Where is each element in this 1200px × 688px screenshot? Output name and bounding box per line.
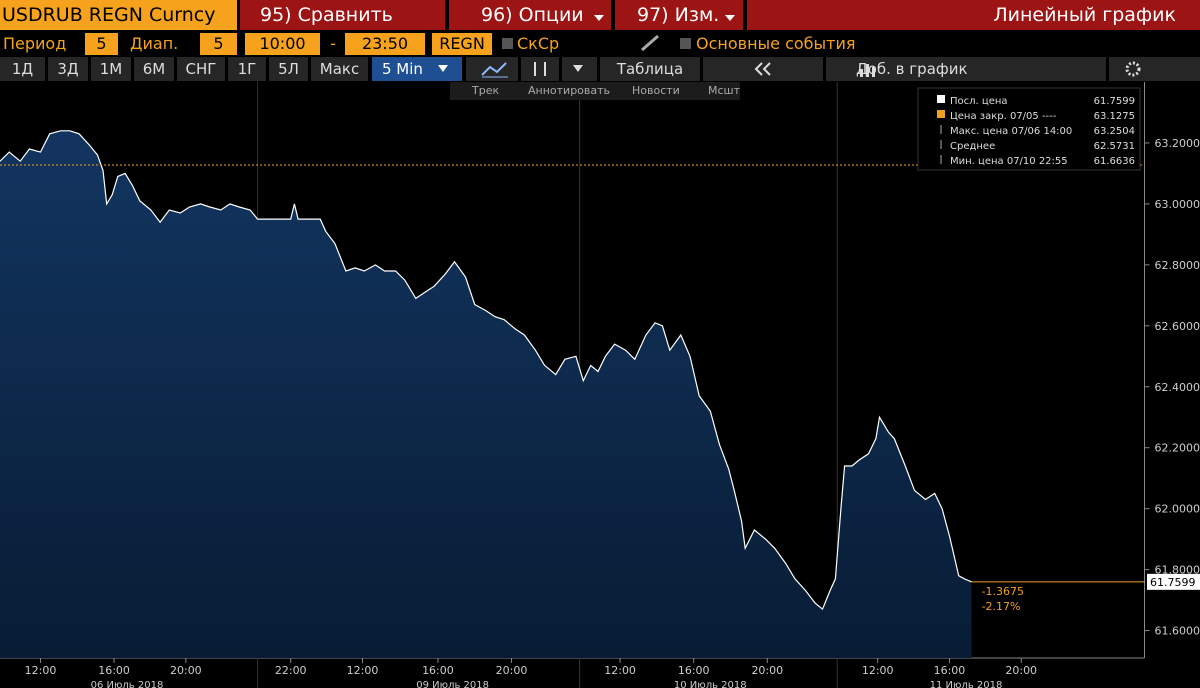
x-tick-label: 12:00 bbox=[604, 664, 636, 677]
y-tick-label: 62.4000 bbox=[1155, 381, 1200, 394]
x-tick-label: 16:00 bbox=[934, 664, 966, 677]
table-button[interactable]: Таблица bbox=[600, 57, 700, 81]
chart-tools bbox=[450, 82, 740, 100]
chevron bbox=[762, 62, 771, 76]
change-pct-label: -2.17% bbox=[982, 600, 1021, 613]
y-tick-label: 61.6000 bbox=[1155, 625, 1200, 638]
dash: - bbox=[326, 33, 340, 55]
period-label: Период bbox=[3, 34, 67, 53]
legend-swatch bbox=[937, 95, 945, 103]
last-price-label: 61.7599 bbox=[1150, 576, 1196, 589]
x-tick-label: 20:00 bbox=[1005, 664, 1037, 677]
x-tick-label: 16:00 bbox=[678, 664, 710, 677]
legend-value: 63.2504 bbox=[1094, 126, 1135, 137]
gear-icon bbox=[1125, 61, 1141, 77]
legend-name: Посл. цена bbox=[950, 96, 1008, 107]
legend-value: 61.7599 bbox=[1094, 96, 1135, 107]
toolbar-glyphs bbox=[438, 61, 1141, 78]
menu-edit[interactable]: 97) Изм. bbox=[615, 0, 743, 30]
range-button[interactable]: 1М bbox=[91, 57, 131, 81]
menu-options[interactable]: 96) Опции bbox=[449, 0, 611, 30]
checkbox[interactable] bbox=[502, 38, 513, 49]
x-tick-label: 20:00 bbox=[751, 664, 783, 677]
chart-add-icon bbox=[860, 69, 863, 77]
x-tick-label: 22:00 bbox=[275, 664, 307, 677]
y-tick-label: 63.2000 bbox=[1155, 137, 1200, 150]
settings-button[interactable] bbox=[1109, 57, 1200, 81]
date-label: 10 Июль 2018 bbox=[674, 680, 747, 688]
range-button[interactable]: 6М bbox=[134, 57, 174, 81]
legend-name: Среднее bbox=[950, 141, 995, 152]
range-input[interactable]: 5 bbox=[200, 33, 237, 55]
dropdown-arrow bbox=[594, 15, 604, 21]
events-label[interactable]: Основные события bbox=[696, 34, 856, 53]
line-icon bbox=[481, 62, 507, 76]
date-label: 06 Июль 2018 bbox=[91, 680, 164, 688]
y-tick-label: 62.6000 bbox=[1155, 320, 1200, 333]
y-tick-label: 62.8000 bbox=[1155, 259, 1200, 272]
x-tick-label: 12:00 bbox=[25, 664, 57, 677]
checkbox[interactable] bbox=[680, 38, 691, 49]
legend-name: Мин. цена 07/10 22:55 bbox=[950, 156, 1068, 167]
range-label: Диап. bbox=[130, 34, 179, 53]
x-tick-label: 16:00 bbox=[422, 664, 454, 677]
last-price-tag bbox=[1147, 573, 1200, 590]
source-input[interactable]: REGN bbox=[432, 33, 492, 55]
chart-add-icon bbox=[872, 67, 875, 77]
legend-name: Макс. цена 07/06 14:00 bbox=[950, 126, 1072, 137]
y-tick-label: 62.2000 bbox=[1155, 442, 1200, 455]
legend-value: 63.1275 bbox=[1094, 111, 1135, 122]
y-tick-label: 61.8000 bbox=[1155, 564, 1200, 577]
x-tick-label: 12:00 bbox=[347, 664, 379, 677]
x-tick-label: 12:00 bbox=[862, 664, 894, 677]
chevron bbox=[754, 62, 763, 76]
tool-zoom[interactable]: Мсшт bbox=[708, 84, 741, 97]
date-label: 11 Июль 2018 bbox=[930, 680, 1003, 688]
tool-annotate[interactable]: Аннотировать bbox=[528, 84, 611, 97]
dropdown-arrow bbox=[573, 65, 583, 72]
toolbar-icons bbox=[502, 15, 735, 52]
avg-label[interactable]: СкСр bbox=[517, 34, 560, 53]
tool-track[interactable]: Трек bbox=[472, 84, 500, 97]
chart-kind[interactable]: Линейный график bbox=[747, 0, 1200, 30]
legend-name: Цена закр. 07/05 ---- bbox=[950, 111, 1057, 122]
to-input[interactable]: 23:50 bbox=[345, 33, 425, 55]
price-line bbox=[0, 130, 972, 611]
range-button[interactable]: Макс bbox=[311, 57, 368, 81]
bar-style-button[interactable] bbox=[521, 57, 559, 81]
area bbox=[0, 130, 972, 659]
chart-add-icon bbox=[866, 64, 869, 77]
dropdown-arrow bbox=[725, 15, 735, 21]
range-button[interactable]: СНГ bbox=[177, 57, 225, 81]
date-label: 09 Июль 2018 bbox=[416, 680, 489, 688]
range-button[interactable]: 1Г bbox=[228, 57, 266, 81]
range-button[interactable]: 5Л bbox=[269, 57, 308, 81]
x-tick-label: 20:00 bbox=[496, 664, 528, 677]
range-button[interactable]: 1Д bbox=[0, 57, 45, 81]
y-tick-label: 63.0000 bbox=[1155, 198, 1200, 211]
period-input[interactable]: 5 bbox=[85, 33, 118, 55]
legend-swatch bbox=[937, 110, 945, 118]
legend-value: 61.6636 bbox=[1094, 156, 1135, 167]
interval-button[interactable]: 5 Min bbox=[372, 57, 462, 81]
legend-value: 62.5731 bbox=[1094, 141, 1135, 152]
ticker[interactable]: USDRUB REGN Curncy bbox=[0, 0, 237, 30]
change-label: -1.3675 bbox=[982, 585, 1024, 598]
menu-compare[interactable]: 95) Сравнить bbox=[240, 0, 445, 30]
tool-news[interactable]: Новости bbox=[632, 84, 680, 97]
x-tick-label: 20:00 bbox=[170, 664, 202, 677]
dropdown-arrow bbox=[438, 65, 448, 72]
x-tick-label: 16:00 bbox=[98, 664, 130, 677]
y-tick-label: 62.0000 bbox=[1155, 503, 1200, 516]
from-input[interactable]: 10:00 bbox=[245, 33, 320, 55]
legend-box bbox=[917, 87, 1141, 171]
range-button[interactable]: 3Д bbox=[48, 57, 88, 81]
chart: 61.6000 61.8000 62.0000 62.2000 62.4000 62.60… bbox=[0, 82, 1200, 688]
pencil-icon[interactable] bbox=[641, 34, 659, 52]
